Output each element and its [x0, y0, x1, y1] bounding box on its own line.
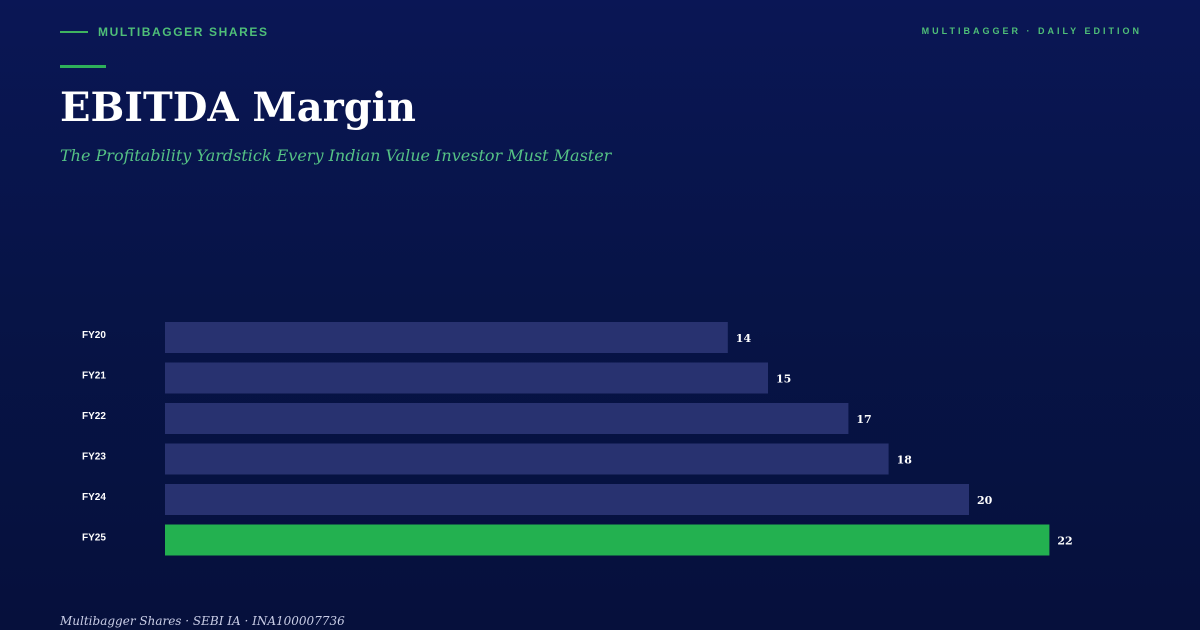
value-label-fy22: 17	[856, 413, 871, 426]
category-label-fy23: FY23	[82, 452, 106, 463]
edition-label: MULTIBAGGER · DAILY EDITION	[921, 26, 1142, 36]
bar-fy25	[165, 524, 1050, 556]
category-label-fy25: FY25	[82, 533, 106, 544]
bar-fy24	[165, 484, 969, 515]
category-label-fy22: FY22	[82, 411, 106, 422]
bar-fy21	[165, 362, 768, 394]
value-label-fy20: 14	[736, 332, 752, 345]
brand-accent-line	[60, 31, 88, 33]
category-label-fy21: FY21	[82, 371, 106, 382]
value-label-fy21: 15	[776, 373, 791, 386]
value-label-fy23: 18	[897, 454, 913, 467]
page-title: EBITDA Margin	[60, 84, 416, 131]
category-label-fy20: FY20	[82, 330, 106, 341]
title-accent-rule	[60, 65, 106, 68]
value-label-fy25: 22	[1057, 535, 1072, 548]
footer-credit: Multibagger Shares · SEBI IA · INA100007…	[60, 614, 345, 628]
page-subtitle: The Profitability Yardstick Every Indian…	[60, 146, 612, 165]
bar-fy20	[165, 322, 728, 353]
brand: MULTIBAGGER SHARES	[60, 25, 269, 39]
value-label-fy24: 20	[977, 494, 993, 507]
category-label-fy24: FY24	[82, 492, 106, 503]
bar-fy23	[165, 443, 889, 475]
brand-name: MULTIBAGGER SHARES	[98, 25, 269, 39]
bar-fy22	[165, 403, 849, 434]
